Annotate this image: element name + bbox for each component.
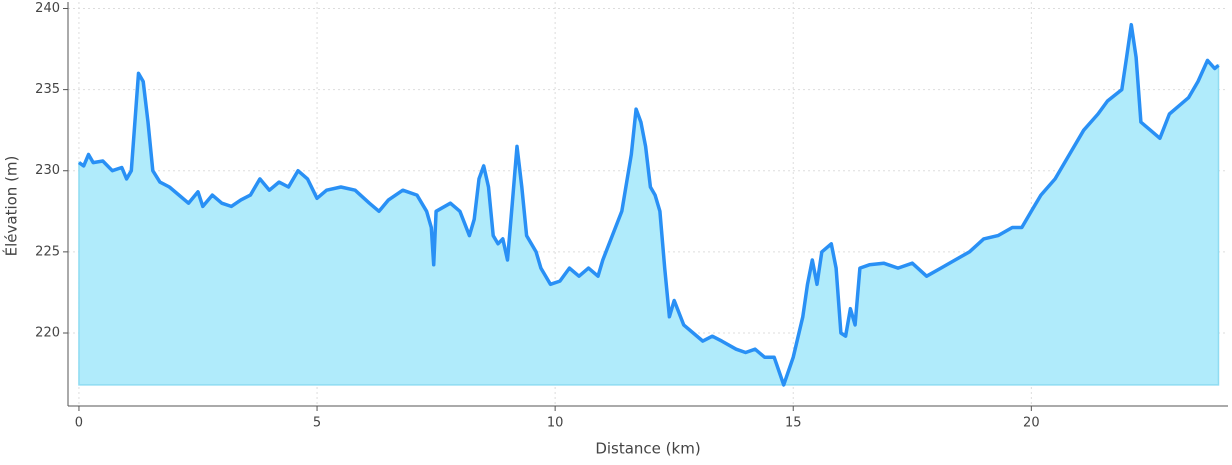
y-tick-label: 225 bbox=[35, 244, 60, 259]
y-axis-label: Élévation (m) bbox=[2, 156, 21, 257]
area-fill bbox=[78, 24, 1220, 388]
x-tick-label: 5 bbox=[313, 416, 321, 431]
x-tick-label: 15 bbox=[785, 416, 802, 431]
x-tick-label: 10 bbox=[547, 416, 564, 431]
y-tick-label: 240 bbox=[35, 1, 60, 16]
x-tick-label: 20 bbox=[1023, 416, 1040, 431]
x-axis-label: Distance (km) bbox=[595, 440, 700, 458]
x-tick-label: 0 bbox=[75, 416, 83, 431]
y-tick-label: 235 bbox=[35, 82, 60, 97]
y-tick-label: 220 bbox=[35, 325, 60, 340]
elevation-line bbox=[77, 22, 1220, 387]
y-tick-label: 230 bbox=[35, 163, 60, 178]
